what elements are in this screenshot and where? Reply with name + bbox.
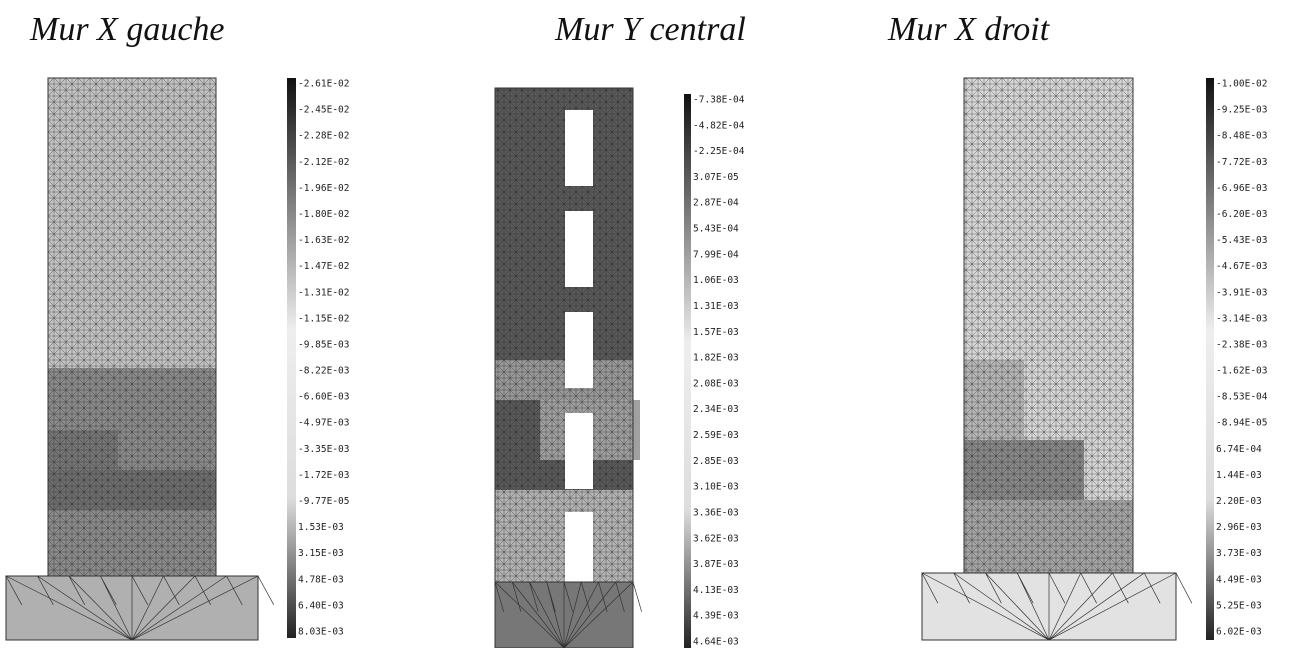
window — [565, 413, 593, 489]
panel-title: Mur Y central — [554, 11, 746, 48]
wall-mesh — [963, 77, 1134, 574]
scale-label: 2.59E-03 — [693, 430, 739, 441]
scale-label: 4.13E-03 — [693, 585, 739, 596]
scale-label: -5.43E-03 — [1216, 235, 1267, 246]
scale-label: -1.62E-03 — [1216, 366, 1267, 377]
scale-label: 2.34E-03 — [693, 404, 739, 415]
scale-label: 1.57E-03 — [693, 327, 739, 338]
scale-label: 6.40E-03 — [298, 600, 344, 611]
panel: Mur Y central -7.38E-04 -4.82E-04 -2.25E-04… — [494, 11, 746, 648]
panel: Mur X droit -1.00E-02 -9.25E-03 -8.48E-03 -7… — [887, 11, 1268, 641]
scale-label: -8.22E-03 — [298, 366, 349, 377]
panel-title: Mur X droit — [887, 11, 1051, 48]
scale-label: -3.91E-03 — [1216, 287, 1267, 298]
scale-label: 3.62E-03 — [693, 533, 739, 544]
scale-label: 4.64E-03 — [693, 637, 739, 648]
scale-label: -3.14E-03 — [1216, 313, 1267, 324]
window — [565, 512, 593, 583]
wall-mesh — [494, 87, 634, 583]
scale-label: 7.99E-04 — [693, 249, 739, 260]
scale-label: 1.53E-03 — [298, 522, 344, 533]
scale-label: 3.10E-03 — [693, 482, 739, 493]
scale-label: -8.53E-04 — [1216, 392, 1268, 403]
scale-label: -2.25E-04 — [693, 146, 745, 157]
foundation-mesh — [5, 575, 275, 641]
scale-label: -6.96E-03 — [1216, 183, 1267, 194]
scale-label: 2.85E-03 — [693, 456, 739, 467]
scale-label: 3.07E-05 — [693, 172, 739, 183]
scale-label: 3.36E-03 — [693, 507, 739, 518]
scale-label: 3.87E-03 — [693, 559, 739, 570]
wall-mesh — [47, 77, 217, 577]
window — [565, 110, 593, 186]
scale-label: -1.63E-02 — [298, 235, 349, 246]
scale-label: 6.74E-04 — [1216, 444, 1262, 455]
scale-label: -2.28E-02 — [298, 131, 349, 142]
scale-label: -1.15E-02 — [298, 313, 349, 324]
scale-label: 4.39E-03 — [693, 611, 739, 622]
scale-label: 2.20E-03 — [1216, 496, 1262, 507]
color-bar — [1206, 78, 1214, 640]
scale-label: -1.47E-02 — [298, 261, 349, 272]
scale-label: -2.12E-02 — [298, 157, 349, 168]
scale-label: 8.03E-03 — [298, 627, 344, 638]
scale-label: -1.72E-03 — [298, 470, 349, 481]
scale-label: 1.82E-03 — [693, 353, 739, 364]
window — [565, 211, 593, 287]
scale-label: -7.72E-03 — [1216, 157, 1267, 168]
scale-label: -4.97E-03 — [298, 418, 349, 429]
color-bar — [287, 78, 296, 638]
scale-label: 2.08E-03 — [693, 378, 739, 389]
scale-label: -3.35E-03 — [298, 444, 349, 455]
scale-label: 1.06E-03 — [693, 275, 739, 286]
scale-label: 1.44E-03 — [1216, 470, 1262, 481]
panel-title: Mur X gauche — [29, 11, 225, 48]
scale-label: 3.15E-03 — [298, 548, 344, 559]
scale-label: 5.25E-03 — [1216, 600, 1262, 611]
scale-label: -1.96E-02 — [298, 183, 349, 194]
scale-label: -9.85E-03 — [298, 339, 349, 350]
scale-label: -1.80E-02 — [298, 209, 349, 220]
scale-label: -8.48E-03 — [1216, 131, 1267, 142]
scale-label: -1.00E-02 — [1216, 79, 1267, 90]
scale-label: 6.02E-03 — [1216, 627, 1262, 638]
scale-label: 3.73E-03 — [1216, 548, 1262, 559]
scale-label: 2.96E-03 — [1216, 522, 1262, 533]
scale-label: -1.31E-02 — [298, 287, 349, 298]
scale-label: -2.61E-02 — [298, 79, 349, 90]
window — [565, 312, 593, 388]
scale-label: 5.43E-04 — [693, 224, 739, 235]
scale-label: -6.60E-03 — [298, 392, 349, 403]
scale-label: -8.94E-05 — [1216, 418, 1267, 429]
panel: Mur X gauche -2.61E-02 -2.45E-02 -2.28E-02 -… — [5, 11, 349, 641]
scale-label: -6.20E-03 — [1216, 209, 1267, 220]
scale-label: -7.38E-04 — [693, 95, 745, 106]
scale-label: -2.45E-02 — [298, 105, 349, 116]
foundation-mesh — [494, 581, 642, 648]
scale-label: -4.67E-03 — [1216, 261, 1267, 272]
scale-label: 4.78E-03 — [298, 574, 344, 585]
scale-label: -2.38E-03 — [1216, 339, 1267, 350]
scale-label: 2.87E-04 — [693, 198, 739, 209]
color-bar — [684, 94, 691, 648]
foundation-mesh — [921, 572, 1193, 641]
scale-label: -4.82E-04 — [693, 120, 745, 131]
scale-label: 1.31E-03 — [693, 301, 739, 312]
scale-label: 4.49E-03 — [1216, 574, 1262, 585]
scale-label: -9.77E-05 — [298, 496, 349, 507]
scale-label: -9.25E-03 — [1216, 105, 1267, 116]
